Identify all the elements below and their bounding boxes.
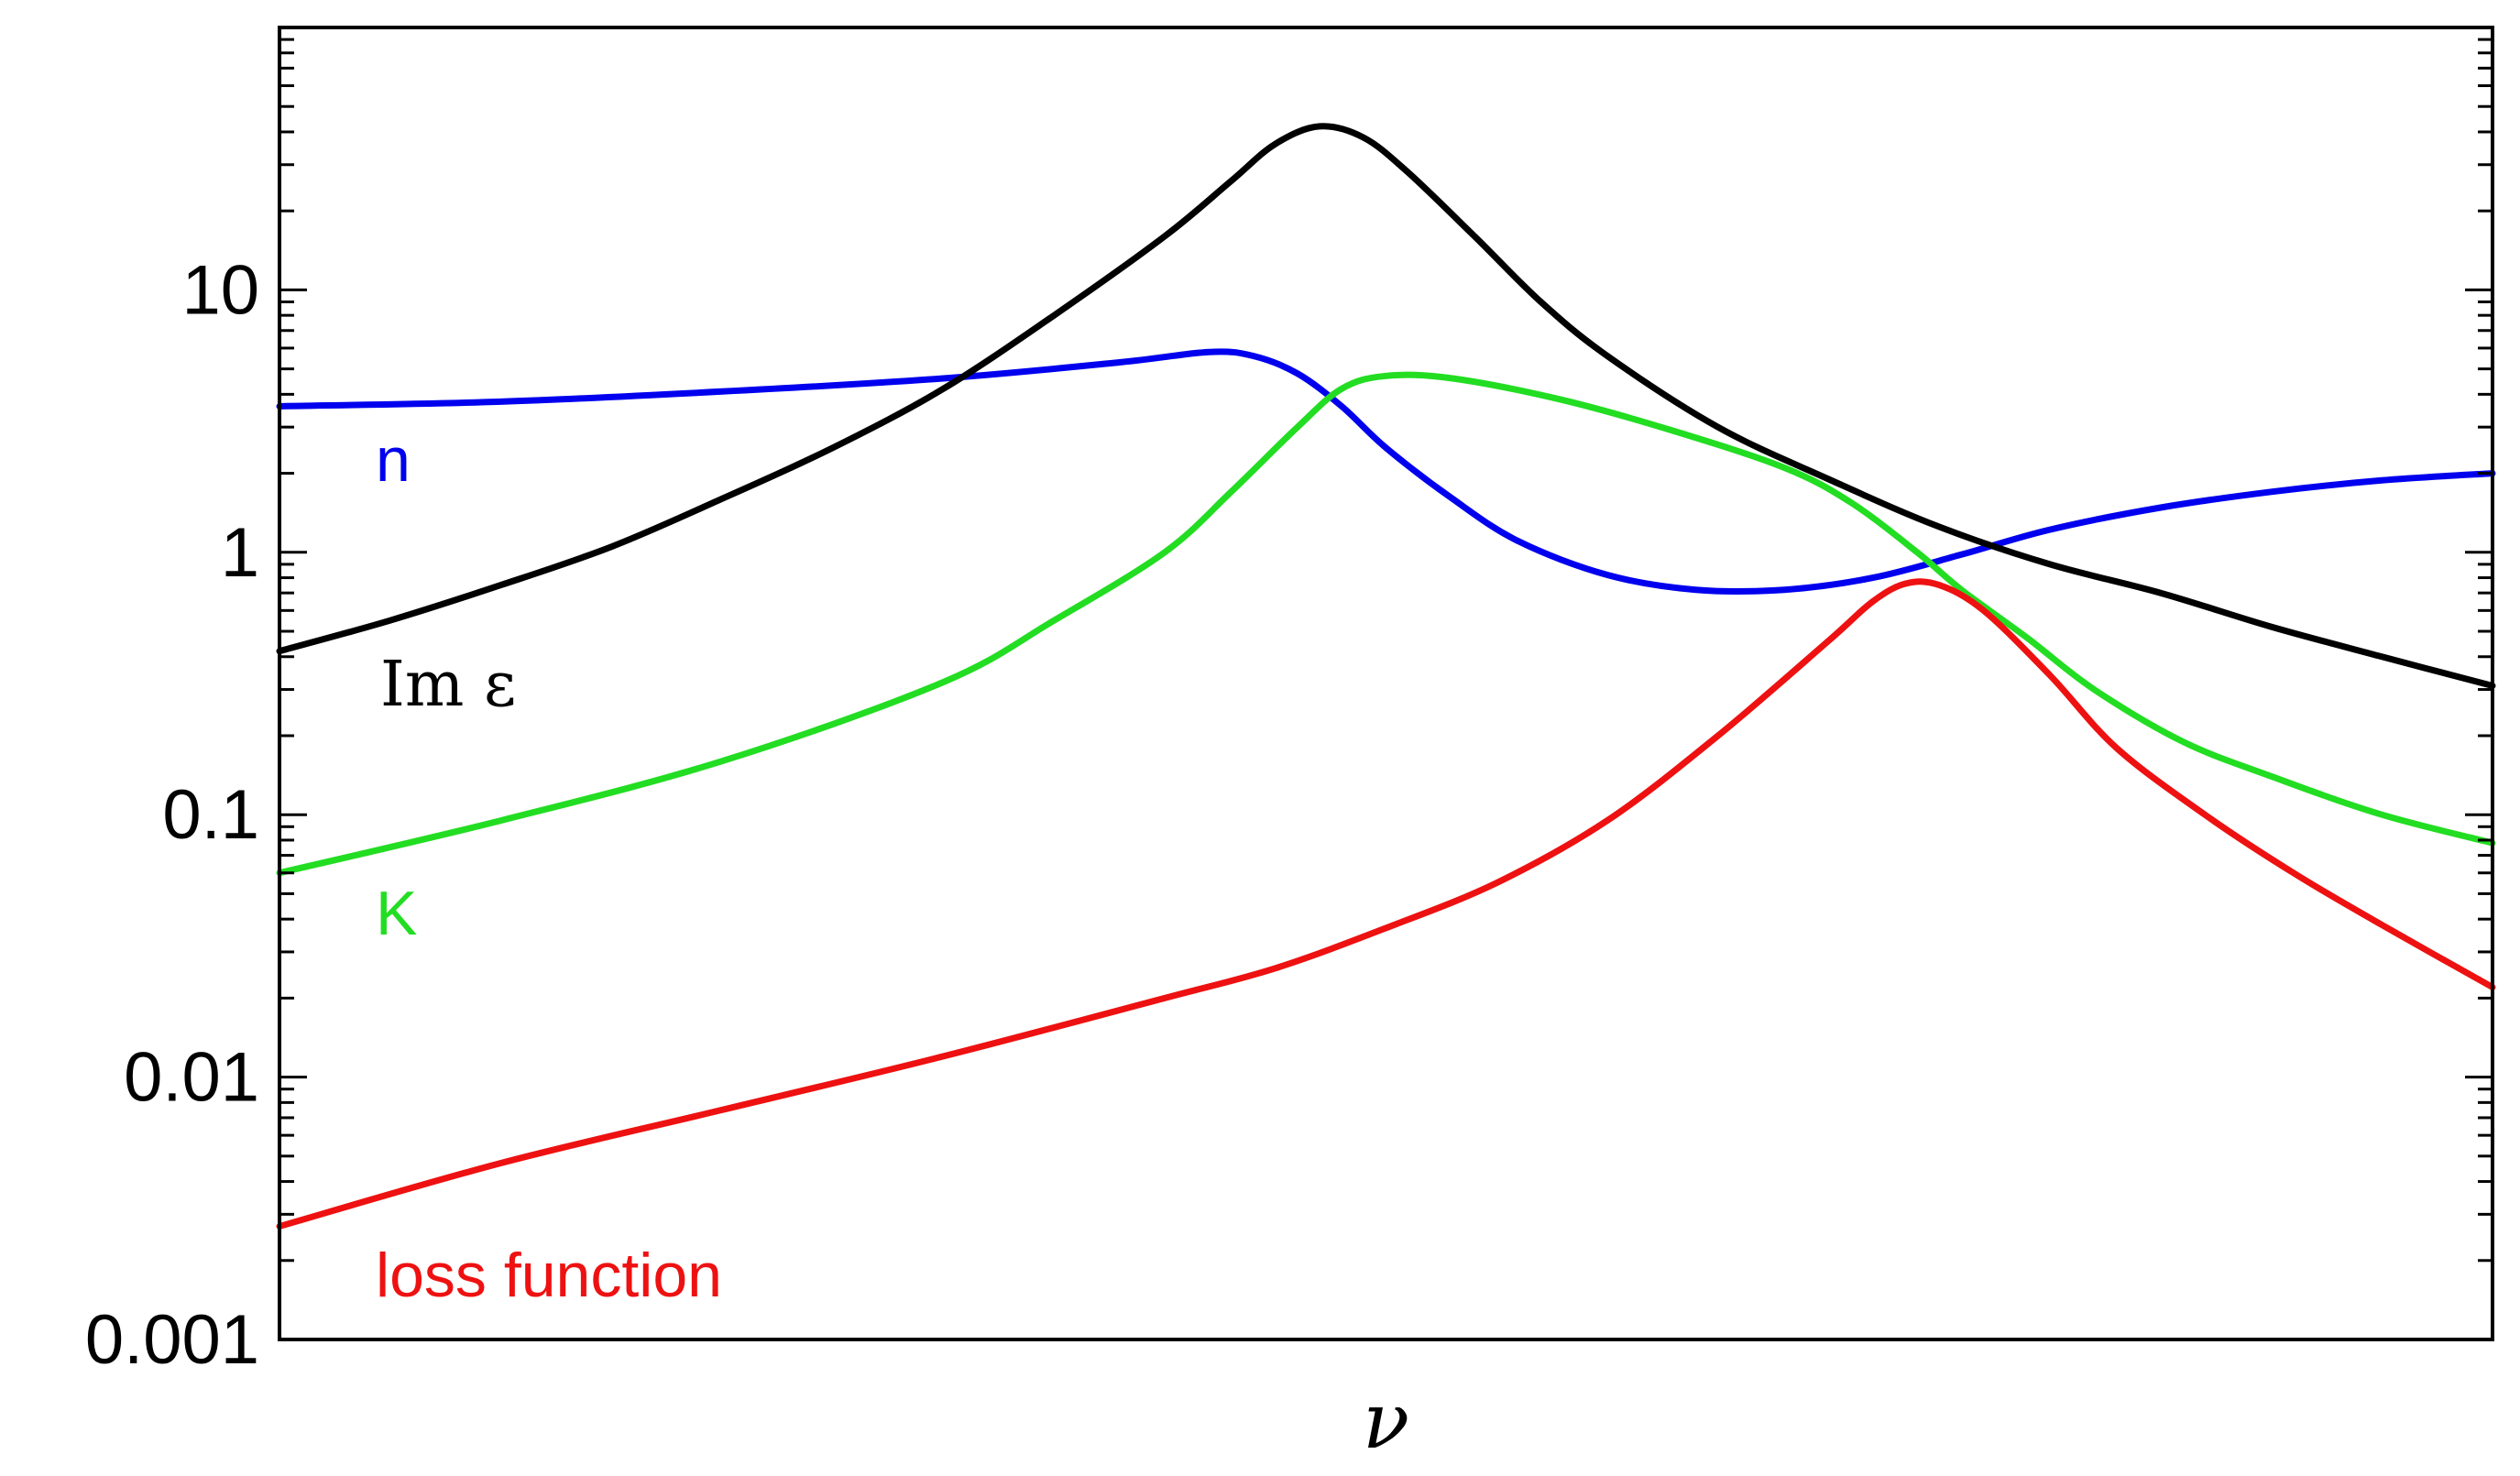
series-label-n: n (376, 425, 411, 495)
series-label-loss-function: loss function (376, 1241, 722, 1310)
x-axis-label: ν (1363, 1376, 1409, 1466)
series-line-im-epsilon (276, 123, 2496, 689)
series-line-loss-function (276, 578, 2496, 1230)
y-tick-label: 0.1 (162, 776, 259, 854)
series-layer (276, 123, 2496, 1230)
series-line-k (276, 371, 2496, 877)
plot-frame (278, 26, 2494, 1341)
y-tick-label: 0.01 (124, 1039, 259, 1117)
y-tick-label: 0.001 (85, 1301, 259, 1379)
series-label-k: K (376, 879, 417, 948)
y-tick-label: 10 (181, 251, 259, 329)
y-tick-label: 1 (221, 514, 259, 592)
series-label-im-epsilon: Im ε (380, 649, 516, 721)
axes-layer: 0.001 0.01 0.1 1 10 (85, 26, 2494, 1379)
series-line-n (276, 348, 2496, 595)
